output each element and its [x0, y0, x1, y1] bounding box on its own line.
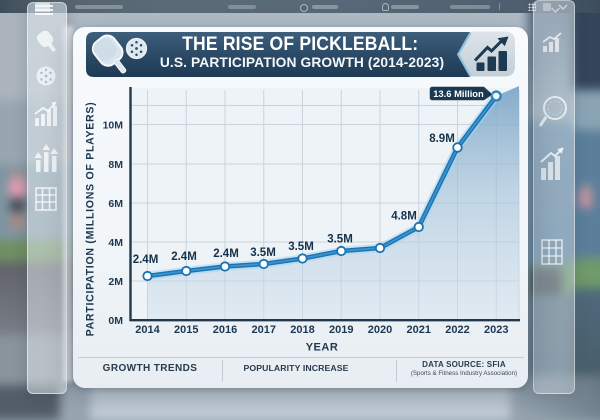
svg-text:8.9M: 8.9M: [429, 133, 455, 145]
svg-text:2M: 2M: [108, 276, 123, 288]
svg-text:2016: 2016: [213, 324, 237, 336]
svg-text:2015: 2015: [174, 324, 198, 336]
svg-text:3.5M: 3.5M: [250, 247, 276, 259]
svg-text:2.4M: 2.4M: [213, 248, 239, 260]
svg-text:2022: 2022: [445, 324, 469, 336]
svg-text:2014: 2014: [135, 324, 160, 336]
svg-text:13.6 Million: 13.6 Million: [433, 88, 484, 99]
svg-text:2021: 2021: [407, 324, 431, 336]
svg-text:8M: 8M: [108, 159, 123, 171]
svg-text:PARTICIPATION (MILLIONS OF PLA: PARTICIPATION (MILLIONS OF PLAYERS): [85, 102, 97, 337]
svg-text:2.4M: 2.4M: [133, 254, 159, 266]
svg-text:2019: 2019: [329, 324, 353, 336]
svg-text:2018: 2018: [290, 324, 314, 336]
svg-text:4.8M: 4.8M: [391, 211, 417, 223]
svg-text:2.4M: 2.4M: [171, 251, 197, 263]
svg-text:2023: 2023: [484, 324, 508, 336]
svg-text:0M: 0M: [108, 315, 123, 327]
svg-text:YEAR: YEAR: [306, 342, 339, 354]
svg-text:2020: 2020: [368, 324, 392, 336]
svg-text:3.5M: 3.5M: [288, 241, 314, 253]
svg-text:4M: 4M: [108, 237, 123, 249]
svg-text:6M: 6M: [108, 198, 123, 210]
svg-text:3.5M: 3.5M: [327, 234, 353, 246]
svg-text:2017: 2017: [252, 324, 276, 336]
svg-text:10M: 10M: [103, 120, 124, 132]
